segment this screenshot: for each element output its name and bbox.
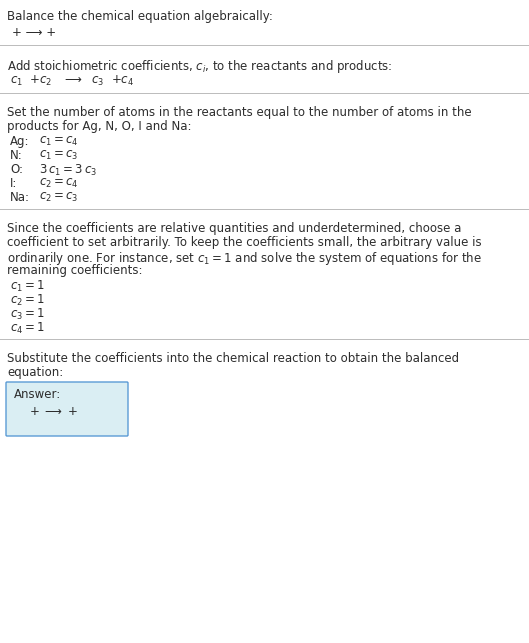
Text: N:: N: xyxy=(10,149,23,162)
FancyBboxPatch shape xyxy=(6,382,128,436)
Text: $c_3 = 1$: $c_3 = 1$ xyxy=(10,307,45,322)
Text: $3\,c_1 = 3\,c_3$: $3\,c_1 = 3\,c_3$ xyxy=(39,163,97,178)
Text: Substitute the coefficients into the chemical reaction to obtain the balanced: Substitute the coefficients into the che… xyxy=(7,352,459,365)
Text: $c_1$  +$c_2$   $\longrightarrow$  $c_3$  +$c_4$: $c_1$ +$c_2$ $\longrightarrow$ $c_3$ +$c… xyxy=(10,74,134,88)
Text: Answer:: Answer: xyxy=(14,388,61,401)
Text: remaining coefficients:: remaining coefficients: xyxy=(7,264,142,277)
Text: $c_2 = 1$: $c_2 = 1$ xyxy=(10,293,45,308)
Text: $c_1 = 1$: $c_1 = 1$ xyxy=(10,279,45,294)
Text: $c_2 = c_3$: $c_2 = c_3$ xyxy=(39,191,78,204)
Text: Balance the chemical equation algebraically:: Balance the chemical equation algebraica… xyxy=(7,10,273,23)
Text: $c_1 = c_4$: $c_1 = c_4$ xyxy=(39,135,79,148)
Text: Set the number of atoms in the reactants equal to the number of atoms in the: Set the number of atoms in the reactants… xyxy=(7,106,472,119)
Text: Add stoichiometric coefficients, $c_i$, to the reactants and products:: Add stoichiometric coefficients, $c_i$, … xyxy=(7,58,393,75)
Text: + ⟶ +: + ⟶ + xyxy=(12,26,56,39)
Text: coefficient to set arbitrarily. To keep the coefficients small, the arbitrary va: coefficient to set arbitrarily. To keep … xyxy=(7,236,481,249)
Text: Since the coefficients are relative quantities and underdetermined, choose a: Since the coefficients are relative quan… xyxy=(7,222,461,235)
Text: O:: O: xyxy=(10,163,23,176)
Text: $c_1 = c_3$: $c_1 = c_3$ xyxy=(39,149,78,162)
Text: + $\longrightarrow$ +: + $\longrightarrow$ + xyxy=(29,405,78,418)
Text: $c_4 = 1$: $c_4 = 1$ xyxy=(10,321,45,336)
Text: ordinarily one. For instance, set $c_1 = 1$ and solve the system of equations fo: ordinarily one. For instance, set $c_1 =… xyxy=(7,250,482,267)
Text: Ag:: Ag: xyxy=(10,135,30,148)
Text: $c_2 = c_4$: $c_2 = c_4$ xyxy=(39,177,79,190)
Text: I:: I: xyxy=(10,177,17,190)
Text: Na:: Na: xyxy=(10,191,30,204)
Text: products for Ag, N, O, I and Na:: products for Ag, N, O, I and Na: xyxy=(7,120,191,133)
Text: equation:: equation: xyxy=(7,366,63,379)
